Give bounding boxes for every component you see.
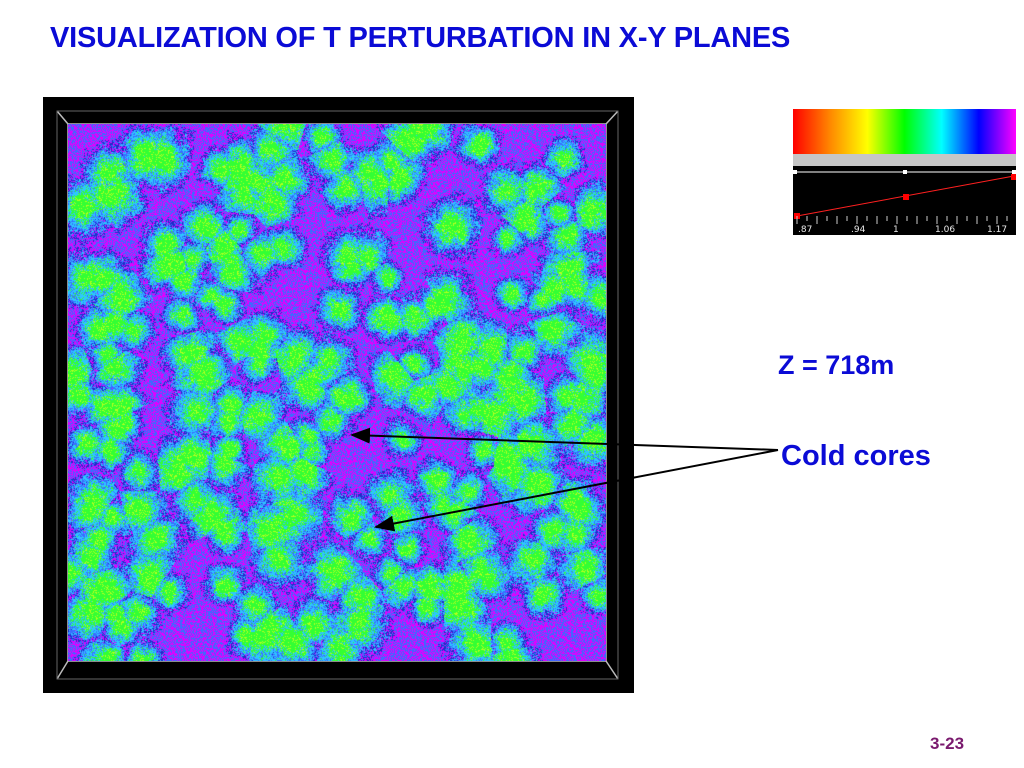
colorbar-tick-label: 1.06: [935, 225, 956, 235]
control-point-handle[interactable]: [903, 194, 909, 200]
control-point-handle[interactable]: [1012, 170, 1016, 174]
colorbar-gray-strip: [793, 154, 1016, 166]
colorbar-tick-label: .94: [851, 225, 866, 235]
colorbar-tick-label: 1: [893, 225, 899, 235]
colorbar-gradient: [793, 109, 1016, 154]
colorbar-tick-label: .87: [798, 225, 813, 235]
slide-title: VISUALIZATION OF T PERTURBATION IN X-Y P…: [50, 22, 791, 54]
control-point-handle[interactable]: [903, 170, 907, 174]
control-point-handle[interactable]: [1011, 174, 1017, 180]
t-perturbation-field: [68, 124, 606, 661]
control-point-handle[interactable]: [793, 170, 797, 174]
temperature-visualization: [43, 97, 634, 693]
colorbar-tick-label: 1.17: [987, 225, 1008, 235]
cold-cores-label: Cold cores: [781, 440, 931, 472]
transfer-function-graph: [793, 170, 1017, 224]
slide-number: 3-23: [930, 734, 965, 753]
z-height-label: Z = 718m: [778, 350, 895, 380]
transfer-function-panel[interactable]: .87 .94 1 1.06 1.17: [793, 166, 1017, 235]
